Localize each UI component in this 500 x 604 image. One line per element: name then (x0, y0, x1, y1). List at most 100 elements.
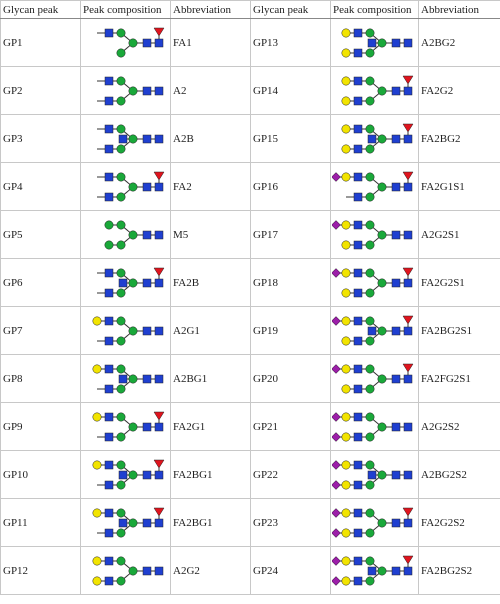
mannose (377, 86, 386, 95)
mannose (377, 566, 386, 575)
abbreviation: FA2BG2S1 (418, 306, 500, 355)
glcnac (391, 422, 400, 431)
glcnac (118, 518, 127, 527)
table-header: Glycan peak Peak composition Abbreviation G… (0, 0, 500, 19)
mannose (377, 182, 386, 191)
galactose (341, 96, 350, 105)
mannose (116, 288, 125, 297)
glcnac (403, 86, 412, 95)
galactose (341, 364, 350, 373)
abbreviation: A2BG1 (170, 354, 251, 403)
glycan-peak: GP14 (250, 66, 331, 115)
peak-composition (80, 114, 171, 163)
mannose (116, 412, 125, 421)
mannose (365, 576, 374, 585)
glycan-peak: GP12 (0, 546, 81, 595)
glcnac (367, 566, 376, 575)
glcnac (142, 38, 151, 47)
glcnac (403, 38, 412, 47)
glcnac (154, 86, 163, 95)
mannose (365, 432, 374, 441)
abbreviation: FA2G1S1 (418, 162, 500, 211)
galactose (341, 508, 350, 517)
glcnac (154, 134, 163, 143)
glcnac (391, 182, 400, 191)
glcnac (104, 432, 113, 441)
glycan-structure (331, 171, 413, 201)
glcnac (367, 38, 376, 47)
galactose (92, 460, 101, 469)
sialic-acid (331, 411, 341, 422)
glycan-structure (96, 171, 164, 201)
glycan-peak: GP17 (250, 210, 331, 259)
table-row: GP2 A2 GP14 FA2G2 (0, 66, 500, 115)
abbreviation: FA2G2S2 (418, 498, 500, 547)
glcnac (142, 230, 151, 239)
table-row: GP5 M5 GP17 A2G2S1 (0, 210, 500, 259)
glcnac (353, 576, 362, 585)
galactose (92, 556, 101, 565)
fucose (153, 507, 164, 516)
fucose (402, 507, 413, 516)
mannose (128, 470, 137, 479)
mannose (116, 508, 125, 517)
glcnac (403, 566, 412, 575)
mannose (116, 76, 125, 85)
glcnac (403, 518, 412, 527)
fucose (402, 267, 413, 276)
abbreviation: FA2BG2S2 (418, 546, 500, 595)
glcnac (391, 374, 400, 383)
column-header: Peak composition (80, 0, 171, 19)
glcnac (391, 326, 400, 335)
glcnac (403, 470, 412, 479)
glycan-peak: GP16 (250, 162, 331, 211)
glycan-structure (331, 507, 413, 538)
peak-composition (330, 306, 419, 355)
abbreviation: FA2FG2S1 (418, 354, 500, 403)
glcnac (353, 508, 362, 517)
table-body: GP1 FA1 GP13 A2BG2 GP2 A2 GP14 FA2G2 GP3 A2B GP15 F… (0, 18, 500, 595)
column-header: Glycan peak (250, 0, 331, 19)
table-row: GP11 FA2BG1 GP23 FA2G2S2 (0, 498, 500, 547)
mannose (365, 124, 374, 133)
glycan-peak: GP19 (250, 306, 331, 355)
glcnac (142, 422, 151, 431)
glcnac (142, 134, 151, 143)
glcnac (353, 220, 362, 229)
mannose (377, 134, 386, 143)
mannose (116, 460, 125, 469)
peak-composition (330, 354, 419, 403)
glycan-structure (92, 411, 164, 441)
mannose (377, 422, 386, 431)
peak-composition (80, 210, 171, 259)
galactose (341, 48, 350, 57)
glcnac (403, 326, 412, 335)
glcnac (154, 230, 163, 239)
glycan-peak: GP2 (0, 66, 81, 115)
glcnac (118, 470, 127, 479)
glcnac (353, 528, 362, 537)
glcnac (118, 374, 127, 383)
column-header: Peak composition (330, 0, 419, 19)
glcnac (154, 326, 163, 335)
abbreviation: A2BG2 (418, 18, 500, 67)
glycan-structure (92, 507, 164, 537)
glycan-peak: GP15 (250, 114, 331, 163)
galactose (341, 28, 350, 37)
peak-composition (80, 258, 171, 307)
mannose (365, 316, 374, 325)
column-header: Abbreviation (170, 0, 251, 19)
mannose (128, 86, 137, 95)
glcnac (353, 460, 362, 469)
glycan-peak: GP22 (250, 450, 331, 499)
glcnac (367, 134, 376, 143)
glcnac (118, 278, 127, 287)
fucose (402, 555, 413, 564)
sialic-acid (331, 315, 341, 326)
glycan-peak: GP1 (0, 18, 81, 67)
galactose (341, 384, 350, 393)
glcnac (353, 240, 362, 249)
mannose (116, 528, 125, 537)
glycan-structure (331, 555, 413, 586)
mannose (365, 268, 374, 277)
